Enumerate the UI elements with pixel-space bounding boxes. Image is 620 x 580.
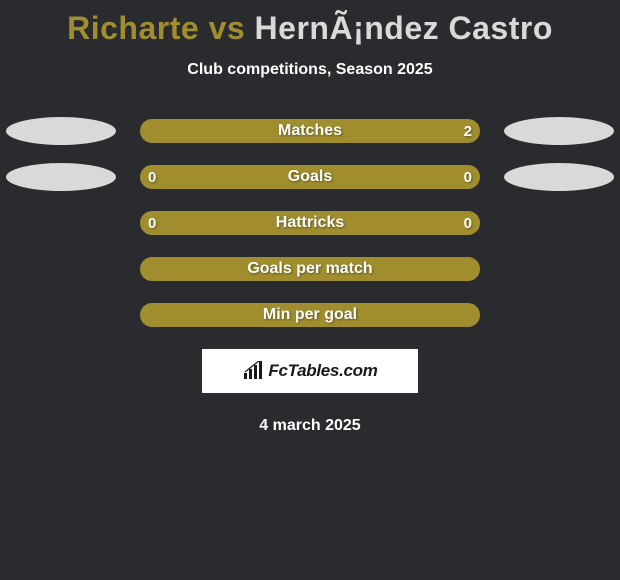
stat-row: Matches 2 [0, 119, 620, 143]
left-ellipse [6, 163, 116, 191]
competition-subtitle: Club competitions, Season 2025 [0, 61, 620, 79]
player-right-name: HernÃ¡ndez Castro [255, 10, 553, 46]
stat-pill: 0 Hattricks 0 [140, 211, 480, 235]
stat-left-value: 0 [148, 215, 160, 232]
logo-text: FcTables.com [268, 361, 377, 381]
vs-separator: vs [199, 10, 254, 46]
stat-row: Goals per match [0, 257, 620, 281]
stat-row: 0 Hattricks 0 [0, 211, 620, 235]
stat-right-value: 2 [460, 123, 472, 140]
stat-row: 0 Goals 0 [0, 165, 620, 189]
stat-right-value: 0 [460, 169, 472, 186]
stat-label: Goals per match [247, 260, 372, 278]
player-left-name: Richarte [67, 10, 199, 46]
stat-label: Goals [288, 168, 332, 186]
logo-box[interactable]: FcTables.com [202, 349, 418, 393]
date-label: 4 march 2025 [0, 417, 620, 435]
stat-left-value: 0 [148, 169, 160, 186]
stat-pill: 0 Goals 0 [140, 165, 480, 189]
bar-chart-icon [242, 361, 264, 381]
stat-pill: Goals per match [140, 257, 480, 281]
stats-rows: Matches 2 0 Goals 0 0 Hattricks 0 Goals per matc… [0, 119, 620, 327]
stat-row: Min per goal [0, 303, 620, 327]
stat-label: Min per goal [263, 306, 357, 324]
left-ellipse [6, 117, 116, 145]
right-ellipse [504, 117, 614, 145]
stat-pill: Min per goal [140, 303, 480, 327]
stat-right-value: 0 [460, 215, 472, 232]
stat-label: Matches [278, 122, 342, 140]
stat-label: Hattricks [276, 214, 344, 232]
right-ellipse [504, 163, 614, 191]
stat-pill: Matches 2 [140, 119, 480, 143]
page-title: Richarte vs HernÃ¡ndez Castro [0, 0, 620, 47]
